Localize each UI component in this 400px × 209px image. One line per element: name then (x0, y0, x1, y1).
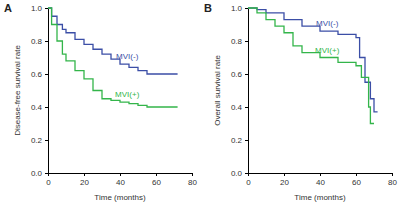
y-tick: 0.2 (231, 136, 248, 145)
x-axis: 0 20 40 60 80 (46, 173, 197, 187)
y-tick-label: 0.6 (31, 70, 43, 79)
panel-title: B (204, 2, 212, 14)
panel: 0.0 0.2 0.4 0.6 0.8 1.0 0 20 40 60 80 MVI(-) MVI(+) B… (204, 2, 397, 202)
x-tick-mark (284, 173, 285, 176)
x-tick-mark (84, 173, 85, 176)
y-tick-mark (45, 41, 48, 42)
y-tick-label: 0.8 (231, 37, 243, 46)
x-tick: 0 (246, 173, 251, 187)
y-tick-mark (245, 41, 248, 42)
x-tick-label: 40 (116, 178, 125, 187)
x-tick: 60 (352, 173, 361, 187)
y-tick-mark (245, 8, 248, 9)
y-tick-mark (45, 8, 48, 9)
x-tick: 80 (388, 173, 397, 187)
x-tick-mark (320, 173, 321, 176)
y-tick: 0.2 (31, 136, 48, 145)
x-tick-label: 20 (80, 178, 89, 187)
series-label: MVI(+) (315, 46, 340, 55)
survival-curve (48, 8, 178, 107)
x-tick-mark (392, 173, 393, 176)
x-axis-title: Time (months) (94, 193, 146, 202)
x-axis-title: Time (months) (294, 193, 346, 202)
x-tick: 40 (316, 173, 325, 187)
y-tick: 0.8 (31, 37, 48, 46)
x-tick-label: 0 (246, 178, 251, 187)
x-tick-mark (120, 173, 121, 176)
x-axis: 0 20 40 60 80 (246, 173, 397, 187)
x-tick-mark (156, 173, 157, 176)
panel: 0.0 0.2 0.4 0.6 0.8 1.0 0 20 40 60 80 MVI(-) MVI(+) A… (4, 2, 197, 202)
x-tick: 0 (46, 173, 51, 187)
y-tick: 0.6 (231, 70, 248, 79)
y-tick-mark (245, 107, 248, 108)
y-tick-label: 1.0 (31, 4, 43, 13)
x-tick-label: 40 (316, 178, 325, 187)
y-tick-label: 0.2 (31, 136, 43, 145)
y-tick-mark (45, 107, 48, 108)
y-tick: 1.0 (31, 4, 48, 13)
x-tick-label: 60 (352, 178, 361, 187)
x-tick-mark (356, 173, 357, 176)
survival-curve (48, 8, 178, 74)
y-tick-label: 0.6 (231, 70, 243, 79)
series-group (48, 8, 178, 107)
y-tick: 0.8 (231, 37, 248, 46)
y-axis-title: Disease-free survival rate (13, 45, 22, 136)
y-tick-label: 0.0 (31, 169, 43, 178)
x-tick-label: 80 (388, 178, 397, 187)
y-tick-mark (245, 140, 248, 141)
figure: 0.0 0.2 0.4 0.6 0.8 1.0 0 20 40 60 80 MVI(-) MVI(+) A… (0, 0, 400, 209)
x-axis-line (49, 174, 193, 177)
y-tick-label: 0.4 (31, 103, 43, 112)
y-tick-label: 0.2 (231, 136, 243, 145)
y-tick: 0.6 (31, 70, 48, 79)
y-axis-title: Overall survival rate (213, 55, 222, 126)
series-label: MVI(-) (116, 52, 139, 61)
y-axis: 0.0 0.2 0.4 0.6 0.8 1.0 (231, 4, 249, 178)
y-axis-line (45, 9, 49, 174)
x-tick-label: 0 (46, 178, 51, 187)
series-label: MVI(-) (316, 19, 339, 28)
y-tick-mark (245, 74, 248, 75)
survival-curve (248, 8, 378, 112)
x-tick-label: 20 (280, 178, 289, 187)
x-tick: 80 (188, 173, 197, 187)
y-tick-label: 0.0 (231, 169, 243, 178)
y-tick: 1.0 (231, 4, 248, 13)
y-tick: 0.4 (31, 103, 48, 112)
x-tick-mark (48, 173, 49, 176)
x-axis-line (249, 174, 393, 177)
series-labels: MVI(-) MVI(+) (115, 52, 140, 99)
survival-curve (248, 8, 374, 124)
x-tick: 20 (280, 173, 289, 187)
series-labels: MVI(-) MVI(+) (315, 19, 340, 54)
plot-area: 0.0 0.2 0.4 0.6 0.8 1.0 0 20 40 60 80 MVI(-) MVI(+) (231, 4, 398, 187)
y-axis: 0.0 0.2 0.4 0.6 0.8 1.0 (31, 4, 49, 178)
y-tick-mark (245, 173, 248, 174)
y-tick-label: 0.8 (31, 37, 43, 46)
y-tick-mark (45, 173, 48, 174)
y-tick-label: 1.0 (231, 4, 243, 13)
x-tick: 40 (116, 173, 125, 187)
x-tick: 60 (152, 173, 161, 187)
y-tick: 0.4 (231, 103, 248, 112)
y-tick-mark (45, 140, 48, 141)
x-tick-mark (248, 173, 249, 176)
y-tick-mark (45, 74, 48, 75)
x-tick: 20 (80, 173, 89, 187)
y-tick-label: 0.4 (231, 103, 243, 112)
x-tick-label: 80 (188, 178, 197, 187)
panel-title: A (4, 2, 12, 14)
series-group (248, 8, 378, 124)
series-label: MVI(+) (115, 90, 140, 99)
plot-area: 0.0 0.2 0.4 0.6 0.8 1.0 0 20 40 60 80 MVI(-) MVI(+) (31, 4, 198, 187)
x-tick-mark (192, 173, 193, 176)
y-axis-line (245, 9, 249, 174)
x-tick-label: 60 (152, 178, 161, 187)
